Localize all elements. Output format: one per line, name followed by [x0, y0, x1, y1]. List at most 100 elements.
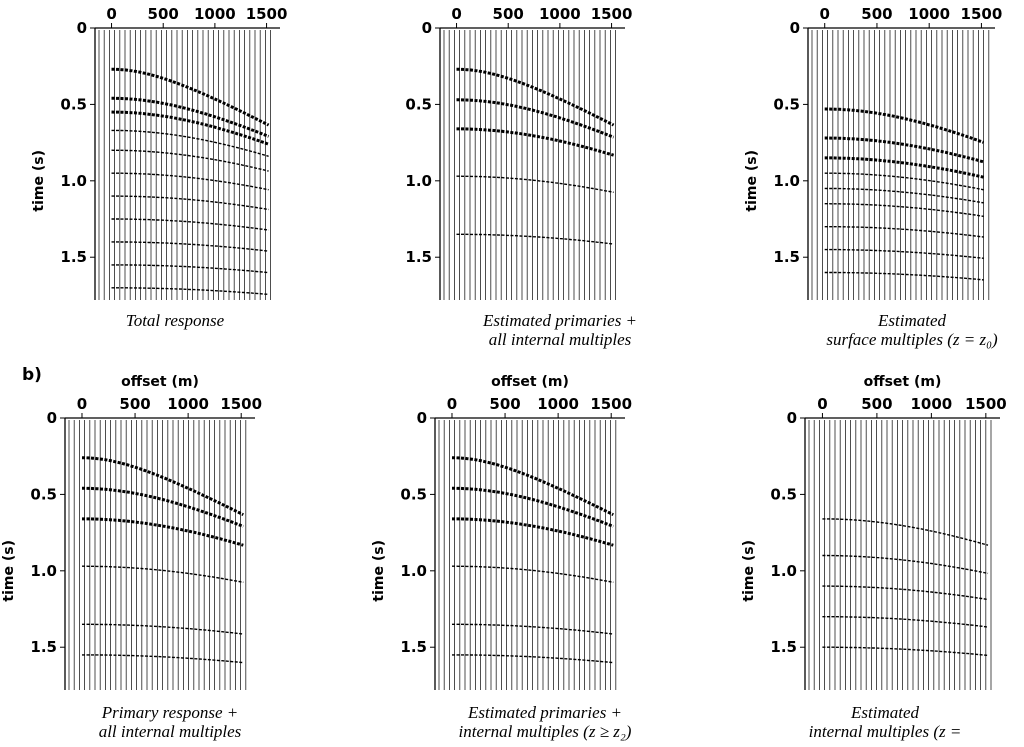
x-axis-label: offset (m) [491, 374, 569, 390]
y-tick-label: 1.5 [405, 248, 432, 266]
x-tick-label: 1500 [961, 5, 1003, 23]
caption: Estimated primaries + [467, 703, 622, 722]
y-tick-label: 0 [787, 409, 797, 427]
y-tick-label: 0.5 [60, 95, 87, 113]
y-tick-label: 0 [790, 19, 800, 37]
caption: all internal multiples [99, 722, 242, 741]
reflection-event [82, 486, 244, 528]
y-tick-label: 1.5 [770, 638, 797, 656]
y-tick-label: 0.5 [773, 95, 800, 113]
reflection-event [822, 554, 989, 575]
panel: 0 500 1000 1500 0 0.5 1.0 1.5 offset (m) time (s)… [1, 374, 262, 741]
caption: all internal multiples [489, 330, 632, 349]
caption: Estimated primaries + [482, 311, 637, 330]
x-tick-label: 500 [119, 395, 150, 413]
y-tick-label: 1.0 [30, 562, 57, 580]
x-tick-label: 0 [447, 395, 457, 413]
reflection-event [452, 517, 614, 547]
reflection-event [824, 226, 984, 238]
y-tick-label: 0.5 [30, 485, 57, 503]
x-axis-label: offset (m) [121, 374, 199, 390]
x-tick-label: 500 [493, 5, 524, 23]
reflection-event [822, 646, 989, 657]
caption: internal multiples (z = [809, 722, 962, 741]
y-tick-label: 0 [422, 19, 432, 37]
y-tick-label: 1.5 [60, 248, 87, 266]
reflection-event [111, 67, 270, 127]
reflection-event [452, 565, 614, 583]
reflection-event [82, 517, 244, 547]
panel: 0 500 1000 1500 0 0.5 1.0 1.5 time (s) Total resp… [31, 5, 287, 330]
y-tick-label: 1.0 [60, 172, 87, 190]
reflection-event [824, 203, 984, 217]
x-tick-label: 500 [861, 5, 892, 23]
caption: internal multiples (z ≥ z₂) [459, 722, 632, 741]
x-tick-label: 1000 [910, 395, 952, 413]
x-tick-label: 1500 [591, 5, 633, 23]
x-tick-label: 1500 [246, 5, 288, 23]
x-tick-label: 0 [77, 395, 87, 413]
caption: Primary response + [101, 703, 238, 722]
reflection-event [111, 287, 269, 296]
x-tick-label: 1000 [908, 5, 950, 23]
x-tick-label: 0 [106, 5, 116, 23]
reflection-event [111, 172, 269, 191]
reflection-event [111, 241, 269, 252]
reflection-event [452, 456, 614, 517]
reflection-event [822, 616, 989, 628]
y-tick-label: 1.0 [773, 172, 800, 190]
y-tick-label: 1.5 [773, 248, 800, 266]
reflection-event [111, 218, 269, 231]
y-tick-label: 0.5 [400, 485, 427, 503]
x-tick-label: 500 [489, 395, 520, 413]
reflection-event [456, 67, 615, 127]
reflection-event [824, 156, 984, 179]
x-tick-label: 0 [817, 395, 827, 413]
reflection-event [111, 264, 269, 274]
x-tick-label: 1500 [965, 395, 1007, 413]
x-tick-label: 1000 [537, 395, 579, 413]
x-tick-label: 1000 [167, 395, 209, 413]
panel: 0 500 1000 1500 0 0.5 1.0 1.5 offset (m) time (s)… [371, 374, 632, 741]
reflection-event [82, 456, 244, 517]
reflection-event [111, 149, 269, 172]
y-axis-label: time (s) [371, 540, 387, 602]
caption: surface multiples (z = z₀) [826, 330, 998, 349]
y-tick-label: 1.0 [770, 562, 797, 580]
y-tick-label: 0 [77, 19, 87, 37]
reflection-event [111, 129, 269, 157]
x-tick-label: 0 [451, 5, 461, 23]
reflection-event [456, 127, 615, 157]
x-tick-label: 0 [819, 5, 829, 23]
y-tick-label: 1.5 [400, 638, 427, 656]
x-tick-label: 500 [861, 395, 892, 413]
y-tick-label: 1.0 [405, 172, 432, 190]
y-tick-label: 0 [47, 409, 57, 427]
y-tick-label: 0.5 [405, 95, 432, 113]
panel: 0 500 1000 1500 0 0.5 1.0 1.5 Estimated primarie… [405, 5, 637, 349]
reflection-event [822, 518, 989, 546]
y-tick-label: 0.5 [770, 485, 797, 503]
y-axis-label: time (s) [744, 150, 760, 212]
x-tick-label: 1500 [590, 395, 632, 413]
reflection-event [111, 195, 269, 211]
caption: Estimated [850, 703, 919, 722]
caption: Estimated [877, 311, 946, 330]
reflection-event [824, 271, 984, 281]
reflection-event [111, 110, 270, 146]
reflection-event [456, 233, 614, 245]
panel: 0 500 1000 1500 0 0.5 1.0 1.5 offset (m) time (s)… [741, 374, 1007, 741]
y-tick-label: 1.5 [30, 638, 57, 656]
reflection-event [456, 175, 614, 193]
figure-label: b) [22, 365, 42, 385]
reflection-event [82, 565, 244, 583]
y-axis-label: time (s) [741, 540, 757, 602]
x-axis-label: offset (m) [864, 374, 942, 390]
reflection-event [824, 107, 985, 144]
y-tick-label: 1.0 [400, 562, 427, 580]
y-axis-label: time (s) [31, 150, 47, 212]
y-axis-label: time (s) [1, 540, 17, 602]
x-tick-label: 1500 [220, 395, 262, 413]
reflection-event [452, 486, 614, 528]
